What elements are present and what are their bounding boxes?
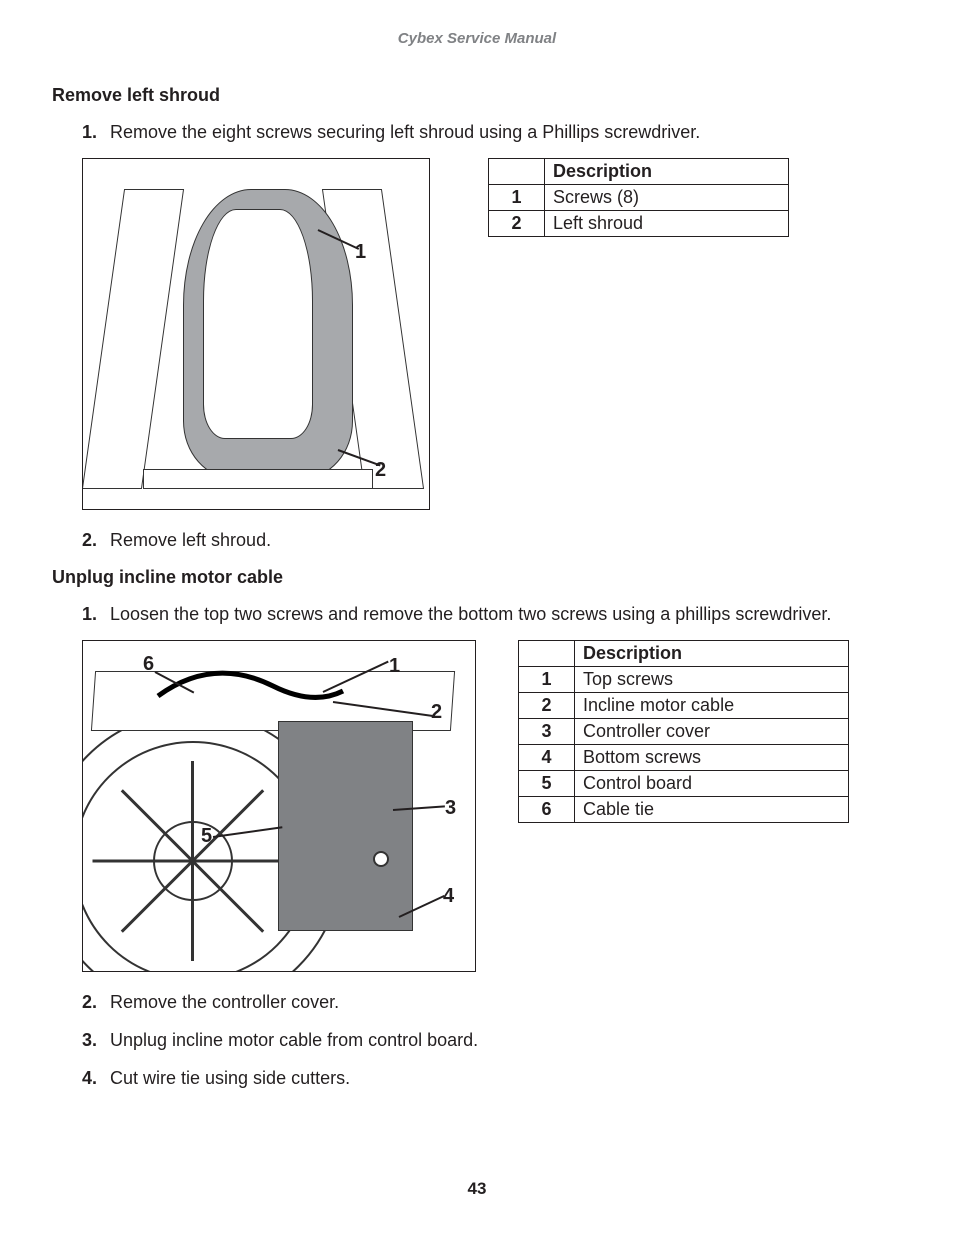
step-number: 2.: [82, 528, 110, 552]
step-text: Cut wire tie using side cutters.: [110, 1066, 902, 1090]
table-row: 5 Control board: [519, 770, 849, 796]
section1-step: 1. Remove the eight screws securing left…: [82, 120, 902, 144]
page: Cybex Service Manual Remove left shroud …: [0, 0, 954, 1235]
figure-callout-label: 5: [201, 825, 212, 848]
step-number: 1.: [82, 120, 110, 144]
table-cell-num: 2: [489, 211, 545, 237]
table-row: 2 Left shroud: [489, 211, 789, 237]
running-header: Cybex Service Manual: [52, 30, 902, 47]
table-row: 1 Top screws: [519, 666, 849, 692]
section2-step: 4. Cut wire tie using side cutters.: [82, 1066, 902, 1090]
step-number: 2.: [82, 990, 110, 1014]
table-header-row: Description: [489, 159, 789, 185]
step-text: Remove the controller cover.: [110, 990, 902, 1014]
table-cell-num: 5: [519, 770, 575, 796]
section1-step: 2. Remove left shroud.: [82, 528, 902, 552]
section2-step: 2. Remove the controller cover.: [82, 990, 902, 1014]
table-cell-num: 6: [519, 796, 575, 822]
table-cell-desc: Left shroud: [545, 211, 789, 237]
step-number: 3.: [82, 1028, 110, 1052]
table-cell-desc: Bottom screws: [575, 744, 849, 770]
figure-callout-label: 1: [355, 241, 366, 264]
table-cell-num: 2: [519, 692, 575, 718]
section2-table: Description 1 Top screws 2 Incline motor…: [518, 640, 849, 823]
step-text: Loosen the top two screws and remove the…: [110, 602, 902, 626]
table-row: 3 Controller cover: [519, 718, 849, 744]
section1-table: Description 1 Screws (8) 2 Left shroud: [488, 158, 789, 237]
table-header-description: Description: [545, 159, 789, 185]
figure-callout-label: 2: [431, 701, 442, 724]
table-cell-desc: Incline motor cable: [575, 692, 849, 718]
page-number: 43: [0, 1179, 954, 1199]
cable-icon: [153, 661, 353, 741]
table-cell-desc: Top screws: [575, 666, 849, 692]
section2-step: 1. Loosen the top two screws and remove …: [82, 602, 902, 626]
section2-heading: Unplug incline motor cable: [52, 567, 902, 588]
table-cell-num: 4: [519, 744, 575, 770]
table-cell-desc: Controller cover: [575, 718, 849, 744]
section2-figure-row: 1 2 3 4 5 6 Description 1 Top screws 2: [82, 640, 902, 972]
table-cell-desc: Cable tie: [575, 796, 849, 822]
table-cell-num: 1: [489, 185, 545, 211]
section1-heading: Remove left shroud: [52, 85, 902, 106]
figure-callout-label: 6: [143, 653, 154, 676]
table-cell-desc: Screws (8): [545, 185, 789, 211]
section1-figure: 1 2: [82, 158, 430, 510]
table-header-blank: [519, 640, 575, 666]
section2-figure: 1 2 3 4 5 6: [82, 640, 476, 972]
table-row: 4 Bottom screws: [519, 744, 849, 770]
step-text: Unplug incline motor cable from control …: [110, 1028, 902, 1052]
figure-callout-label: 3: [445, 797, 456, 820]
table-cell-num: 3: [519, 718, 575, 744]
table-cell-desc: Control board: [575, 770, 849, 796]
step-number: 4.: [82, 1066, 110, 1090]
section1-figure-row: 1 2 Description 1 Screws (8) 2 Left shro…: [82, 158, 902, 510]
table-row: 2 Incline motor cable: [519, 692, 849, 718]
table-row: 1 Screws (8): [489, 185, 789, 211]
table-header-blank: [489, 159, 545, 185]
step-number: 1.: [82, 602, 110, 626]
section2-step: 3. Unplug incline motor cable from contr…: [82, 1028, 902, 1052]
table-cell-num: 1: [519, 666, 575, 692]
table-header-description: Description: [575, 640, 849, 666]
step-text: Remove the eight screws securing left sh…: [110, 120, 902, 144]
step-text: Remove left shroud.: [110, 528, 902, 552]
figure-callout-label: 1: [389, 655, 400, 678]
table-row: 6 Cable tie: [519, 796, 849, 822]
table-header-row: Description: [519, 640, 849, 666]
